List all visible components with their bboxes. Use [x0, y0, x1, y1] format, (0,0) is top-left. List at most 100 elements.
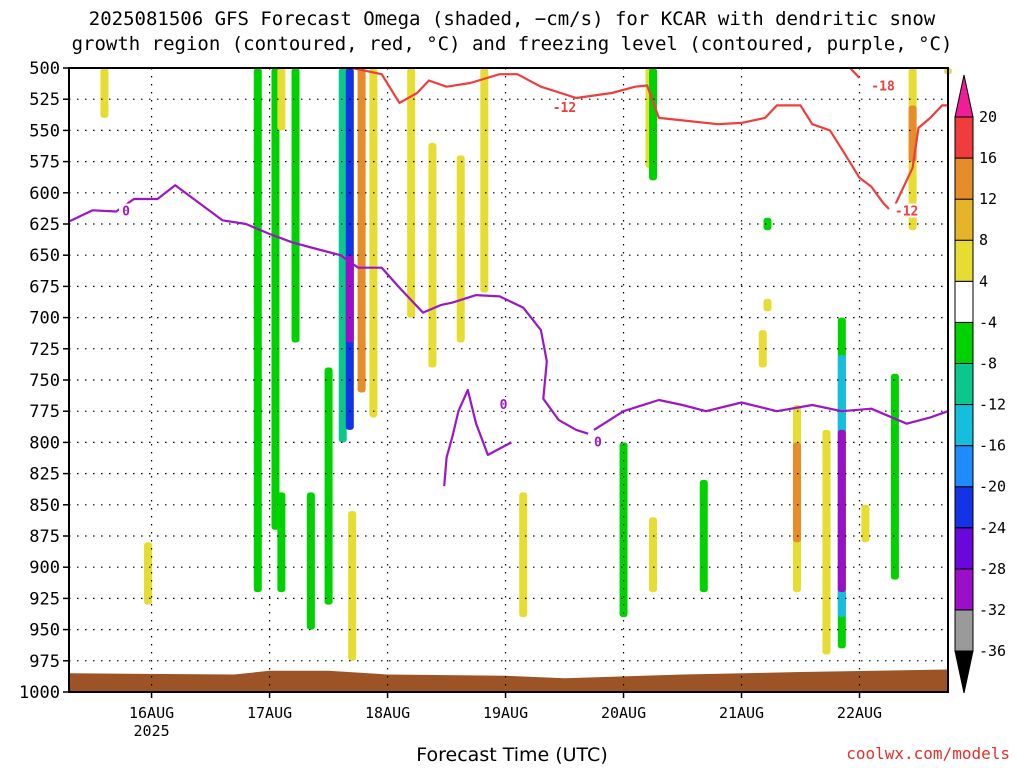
x-tick-sublabel: 2025 — [134, 722, 170, 740]
y-tick-label: 800 — [29, 433, 60, 453]
y-tick-label: 825 — [29, 465, 60, 485]
y-tick-label: 650 — [29, 246, 60, 266]
omega-area — [428, 142, 437, 368]
omega-area — [277, 492, 286, 593]
colorbar-segment — [954, 362, 974, 406]
y-tick-label: 550 — [29, 121, 60, 141]
colorbar-segment — [954, 321, 974, 364]
omega-area — [649, 517, 658, 593]
dgz-label-bg — [891, 203, 922, 218]
y-tick-label: 625 — [29, 215, 60, 235]
omega-area — [619, 442, 628, 618]
colorbar-segment — [954, 404, 974, 447]
omega-area — [348, 511, 357, 661]
omega-area — [291, 68, 300, 343]
omega-area — [271, 68, 280, 530]
y-tick-label: 750 — [29, 371, 60, 391]
omega-area — [324, 367, 333, 605]
dgz-contour — [849, 67, 861, 79]
credit-text: coolwx.com/models — [846, 744, 1010, 763]
y-tick-label: 900 — [29, 558, 60, 578]
colorbar-over-triangle — [954, 74, 974, 118]
colorbar-label: -28 — [979, 560, 1006, 578]
dgz-contour-label: -18 — [871, 80, 895, 95]
y-tick-label: 775 — [29, 402, 60, 422]
omega-area — [345, 68, 354, 430]
y-tick-label: 525 — [29, 90, 60, 110]
colorbar-label: -36 — [979, 642, 1006, 660]
dgz-contour — [893, 104, 948, 206]
omega-area — [306, 492, 315, 630]
colorbar-label: -8 — [979, 354, 997, 372]
colorbar-segment — [954, 609, 974, 652]
omega-area — [144, 542, 153, 605]
colorbar-segment — [954, 486, 974, 529]
y-tick-label: 975 — [29, 652, 60, 672]
freezing-contour-label: 0 — [594, 435, 602, 450]
colorbar-segment — [954, 527, 974, 570]
freezing-contour — [593, 398, 949, 431]
y-tick-label: 925 — [29, 589, 60, 609]
colorbar-label: 20 — [979, 108, 997, 126]
colorbar-label: -24 — [979, 519, 1006, 537]
colorbar-label: -16 — [979, 437, 1006, 455]
omega-area — [338, 68, 347, 443]
colorbar-label: 12 — [979, 190, 997, 208]
omega-area — [822, 429, 831, 655]
chart-title-line-2: growth region (contoured, red, °C) and f… — [71, 33, 953, 55]
y-tick-label: 575 — [29, 153, 60, 173]
freezing-contour — [443, 388, 512, 487]
x-axis-label: Forecast Time (UTC) — [416, 744, 608, 766]
omega-area — [837, 429, 846, 593]
omega-area — [792, 442, 801, 543]
grid — [69, 68, 948, 692]
omega-area — [519, 492, 528, 618]
freezing-label-bg — [496, 396, 511, 411]
colorbar-segment — [954, 116, 974, 159]
y-tick-label: 700 — [29, 309, 60, 329]
terrain-area — [69, 669, 948, 692]
y-tick-label: 875 — [29, 527, 60, 547]
dgz-label-bg — [868, 78, 899, 93]
y-tick-label: 600 — [29, 184, 60, 204]
omega-area — [699, 479, 708, 593]
omega-area — [763, 217, 772, 231]
colorbar-label: 4 — [979, 272, 988, 290]
colorbar-label: 8 — [979, 231, 988, 249]
dgz-label-bg — [549, 99, 580, 114]
y-tick-label: 1000 — [19, 683, 60, 703]
colorbar-label: -4 — [979, 313, 997, 331]
colorbar-segment — [954, 198, 974, 241]
omega-area — [861, 504, 870, 543]
colorbar-label: 16 — [979, 149, 997, 167]
omega-area — [890, 373, 899, 580]
colorbar-label: -32 — [979, 601, 1006, 619]
y-tick-label: 725 — [29, 340, 60, 360]
y-tick-label: 675 — [29, 277, 60, 297]
colorbar-segment — [954, 568, 974, 611]
y-tick-label: 950 — [29, 621, 60, 641]
y-tick-label: 500 — [29, 59, 60, 79]
x-tick-label: 19AUG — [483, 704, 528, 722]
colorbar-label: -20 — [979, 478, 1006, 496]
omega-area — [357, 68, 366, 393]
freezing-contour-label: 0 — [122, 205, 130, 220]
omega-shading — [100, 68, 952, 661]
omega-area — [763, 298, 772, 312]
x-tick-label: 16AUG — [129, 704, 174, 722]
freezing-contour — [68, 184, 589, 435]
omega-area — [758, 330, 767, 368]
y-tick-label: 850 — [29, 496, 60, 516]
dgz-contour-label: -12 — [553, 101, 576, 116]
dgz-contour — [351, 66, 890, 210]
colorbar-segment — [954, 445, 974, 488]
omega-area — [253, 68, 262, 593]
plot-area — [69, 68, 948, 692]
colorbar-segment — [954, 280, 974, 323]
omega-area — [369, 68, 378, 418]
freezing-label-bg — [591, 434, 606, 449]
dgz-contour-label: -12 — [895, 205, 918, 220]
colorbar-segment — [954, 239, 974, 282]
omega-area — [456, 155, 465, 343]
